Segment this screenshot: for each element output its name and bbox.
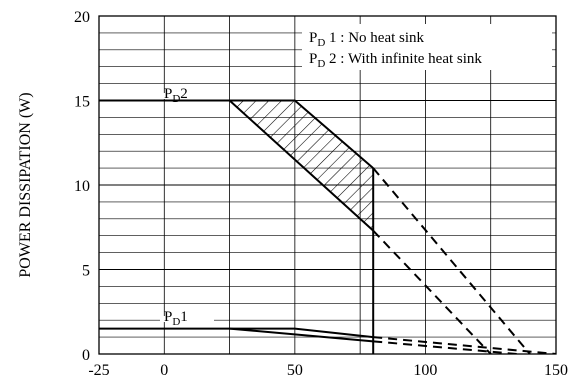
y-tick-label: 5: [82, 263, 90, 280]
series-line-7: [373, 336, 556, 354]
plot-frame: [98, 15, 557, 355]
curve-lines: [99, 99, 556, 354]
legend-pd2: PD 2 : With infinite heat sink: [309, 51, 482, 70]
y-axis-title: POWER DISSIPATION (W): [17, 92, 34, 277]
x-tick-label: -25: [88, 362, 109, 379]
series-line-9: [373, 340, 517, 354]
y-tick-label: 15: [74, 94, 90, 111]
series-line-6: [99, 327, 374, 339]
series-line-3: [228, 99, 374, 232]
y-tick-label: 20: [74, 9, 90, 26]
legend-pd1: PD 1 : No heat sink: [309, 30, 425, 49]
legend: PD 1 : No heat sink PD 2 : With infinite…: [302, 24, 552, 70]
y-tick-label: 10: [74, 178, 90, 195]
pd2-label: PD2: [160, 86, 214, 105]
y-tick-label: 0: [82, 347, 90, 364]
series-line-1: [99, 99, 374, 169]
x-tick-label: 150: [544, 362, 568, 379]
svg-text:PD2: PD2: [164, 86, 188, 105]
svg-text:PD1: PD1: [164, 309, 188, 328]
x-axis-tick-labels: -25 0 50 100 150: [88, 362, 568, 379]
series-line-4: [372, 229, 492, 354]
pd1-label: PD1: [160, 309, 214, 328]
series-line-2: [372, 167, 531, 354]
series-line-8: [229, 327, 374, 343]
x-tick-label: 50: [287, 362, 303, 379]
x-tick-label: 100: [413, 362, 437, 379]
y-axis-tick-labels: 0 5 10 15 20: [74, 9, 90, 364]
x-tick-label: 0: [160, 362, 168, 379]
